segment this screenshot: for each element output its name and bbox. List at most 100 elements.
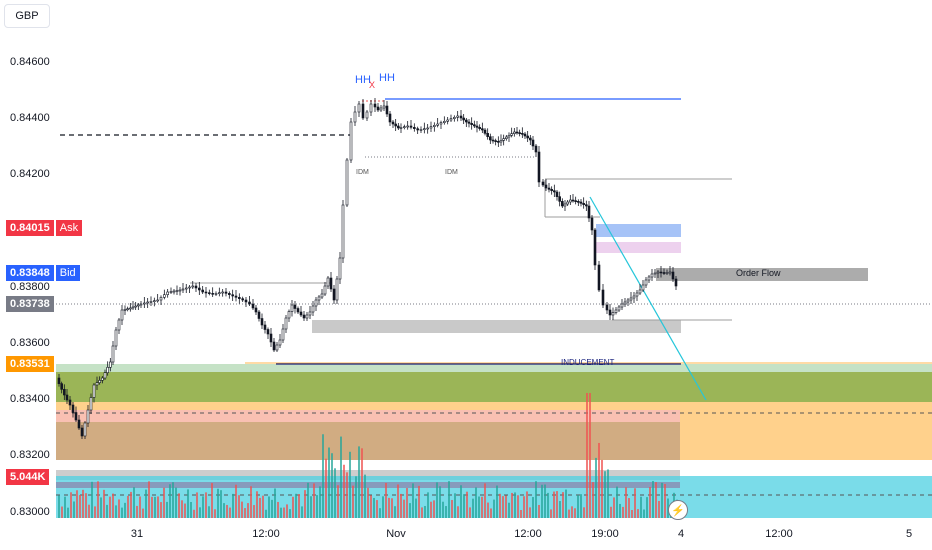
volume-bar [658,500,660,518]
volume-bar [145,489,147,518]
volume-bar [103,489,105,518]
level-badge: 0.83531 [6,356,54,372]
candle-body [159,297,163,301]
candle-body [63,389,66,396]
candle-body [228,293,231,295]
candle-body [191,285,195,288]
volume-bar [88,504,90,518]
volume-bar [148,481,150,518]
volume-bar [307,482,309,518]
volume-bar [610,506,612,518]
volume-bar [259,497,261,518]
candlestick-series [57,98,678,439]
candle-body [299,311,303,316]
volume-bar [454,493,456,518]
time-tick: Nov [386,528,406,540]
candle-body [668,271,672,274]
candle-body [605,304,609,311]
volume-bar [652,481,654,518]
candle-body [269,333,273,343]
volume-bar [511,492,513,518]
volume-bar [406,488,408,518]
candle-body [544,184,548,189]
candle-body [429,126,433,129]
volume-bar [205,492,207,518]
candle-body [456,115,459,118]
volume-bar [571,506,573,518]
volume-bar [400,493,402,518]
volume-bar [109,496,111,518]
candle-body [153,300,156,302]
projection-line [589,196,707,401]
volume-bar [130,491,132,518]
volume-bar [649,487,651,518]
candle-body [357,103,361,113]
volume-bar [322,434,324,518]
volume-bar [352,485,354,518]
volume-bar [325,458,327,518]
candle-body [569,199,572,203]
volume-bar [154,496,156,518]
candle-body [365,111,369,119]
volume-bar [172,482,174,518]
candle-body [531,139,535,147]
time-tick: 12:00 [514,528,542,540]
lightning-icon[interactable]: ⚡ [668,500,688,520]
candle-body [590,217,594,231]
candle-body [221,291,224,294]
candle-body [86,409,90,424]
level-price: 0.83531 [6,356,54,372]
volume-bar [58,495,60,518]
candle-body [475,125,479,128]
volume-bar [613,497,615,518]
candle-body [617,306,621,311]
volume-bar [382,496,384,518]
candle-body [92,384,96,398]
time-tick: 12:00 [252,528,280,540]
volume-bar [457,506,459,518]
last-price-badge: 0.83738 [6,296,54,312]
candle-body [238,297,241,299]
candle-body [373,103,377,108]
candle-body [109,361,112,368]
candle-body [275,344,279,351]
candle-body [399,127,403,129]
candle-body [178,289,182,292]
volume-bar [517,495,519,518]
volume-bar [604,471,606,518]
candle-body [172,290,176,293]
candle-body [541,181,545,186]
candle-body [305,314,309,319]
volume-bar [637,509,639,518]
volume-bar [217,488,219,518]
candle-body [391,121,395,125]
volume-bar [340,436,342,518]
volume-bar [319,486,321,518]
candle-body [491,139,495,142]
candle-body [629,297,633,301]
volume-bar [349,451,351,518]
candle-body [296,308,300,313]
ask-label: Ask [55,220,83,236]
candle-body [60,383,63,390]
candle-body [423,128,426,130]
candle-body [68,399,72,406]
candle-body [126,308,129,310]
volume-bar [265,509,267,518]
candle-body [169,291,173,293]
volume-bar [589,393,591,518]
candle-body [647,276,651,281]
volume-bar [601,459,603,518]
volume-bar [247,503,249,518]
candle-body [397,125,400,129]
candle-body [188,286,191,289]
currency-button[interactable]: GBP [4,4,50,28]
idm-label-right: IDM [445,169,458,176]
volume-bar [76,490,78,518]
volume-bar [85,493,87,518]
volume-bar [277,501,279,518]
inducement-label: INDUCEMENT [561,358,615,367]
volume-bar [226,504,228,518]
